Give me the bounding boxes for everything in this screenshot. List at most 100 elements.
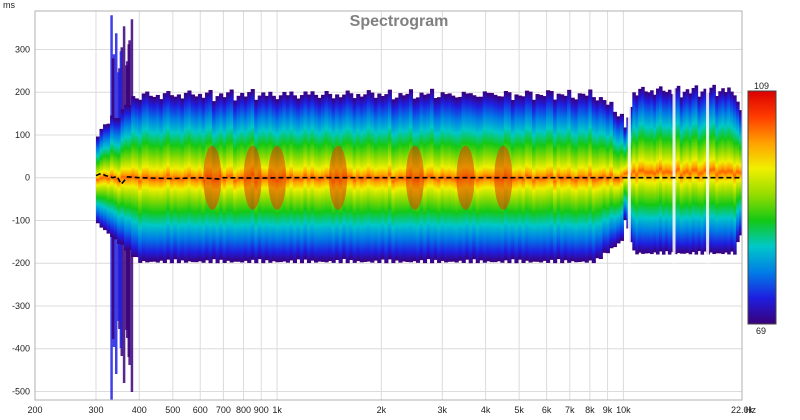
spectrogram-column [694,85,699,255]
y-tick-label: -400 [12,344,30,354]
spectrogram-column [546,90,551,263]
spectrogram-column [635,95,639,255]
spectrogram-column [570,97,575,262]
spectrogram-column [324,91,329,263]
spectrogram-column [236,95,241,262]
spectrogram-column [489,92,494,263]
x-tick-label: 800 [236,405,251,415]
spectrogram-column [106,123,111,234]
spectrogram-column [588,89,593,261]
spectrogram-column [138,99,143,263]
y-tick-label: -200 [12,258,30,268]
spectrogram-column [366,90,371,262]
spectrogram-column [148,95,153,262]
x-tick-label: 900 [254,405,269,415]
spectrogram-column [162,93,167,264]
lobe-gap [706,83,710,264]
colorbar-max-label: 109 [754,81,769,91]
spectrogram-column [644,91,648,254]
y-tick-label: -500 [12,386,30,396]
spectrogram-column [479,96,484,261]
spectrogram-column [721,88,725,254]
spectrogram-column [661,90,666,255]
peak-hotspot [243,145,262,210]
spectrogram-column [531,99,537,262]
colorbar-min-label: 69 [756,326,766,336]
spectrogram-column [715,96,719,254]
x-tick-label: 500 [165,405,180,415]
spectrogram-column [682,91,687,254]
spectrogram-column [99,128,104,228]
x-tick-label: 400 [132,405,147,415]
spectrogram-column [638,88,642,253]
spectrogram-column [521,96,526,264]
spectrogram-column [584,95,589,263]
spectrogram-column [113,118,118,240]
spectrogram-column [712,84,716,255]
x-tick-label: 22.0k [731,405,754,415]
x-tick-label: 4k [481,405,491,415]
spectrogram-column [647,92,651,254]
spectrogram-column [296,98,301,260]
plot-frame [34,10,743,401]
spectrogram-column [718,91,722,254]
y-tick-label: -100 [12,215,30,225]
spectrogram-column [685,89,690,253]
spectrogram-column [437,97,442,263]
spectrogram-column [650,90,654,255]
spectrogram-column [475,96,480,264]
spectrogram-column [451,95,456,262]
spectrogram-column [152,96,157,262]
lobe-gap [627,83,631,264]
spectrogram-column [145,91,150,263]
spectrogram-column [401,95,407,262]
spectrogram-column [159,99,164,261]
spectrogram-column [124,104,129,251]
spectrogram-column [299,95,305,264]
peak-energy-line-group [95,172,742,186]
spectrogram-column [345,90,350,264]
spectrogram-column [180,98,185,261]
spectrogram-column [352,98,357,263]
x-axis-ticks: 200 300 400 500 600 700 800 900 1k 2k 3k 4k 5k 6k 7k 8k… [27,405,753,415]
spectrogram-column [605,104,610,254]
spectrogram-column [727,87,731,255]
spectrogram-column [703,88,708,252]
spectrogram-column [370,92,375,263]
spectrogram-column [394,97,399,261]
peak-energy-line [95,172,742,186]
spectrogram-column [155,94,160,263]
spectrogram-column [510,100,516,260]
spectrogram-column [387,89,392,260]
spectrogram-column [131,96,136,257]
x-tick-label: 1k [272,405,282,415]
spectrogram-column [679,97,684,254]
spectrogram-column [310,91,315,261]
spectrogram-column [700,91,705,255]
peak-hotspot [268,145,287,210]
spectrogram-column [110,115,115,238]
spectrogram-column [739,110,742,236]
peak-hotspot [203,145,222,210]
spectrogram-column [619,113,625,241]
spectrogram-column [641,86,645,254]
x-tick-label: 600 [193,405,208,415]
spectrogram-column [733,95,737,255]
spectrogram-column [656,88,660,255]
spectrogram-column [667,89,672,255]
spectrogram-column [560,94,565,264]
spectrogram-column [623,127,627,221]
spectrogram-column [422,94,428,264]
spectrogram-column [688,93,693,255]
spectrogram-column [317,97,322,262]
x-tick-label: 200 [27,405,42,415]
spectrogram-column [169,95,174,264]
x-tick-label: 2k [377,405,387,415]
colorbar: 109 69 [747,81,777,336]
spectrogram-column [632,92,636,251]
spectrogram-column [673,88,678,255]
spectrogram-column [391,99,396,264]
spectrogram-column [292,95,298,264]
spectrogram-column [440,92,445,261]
